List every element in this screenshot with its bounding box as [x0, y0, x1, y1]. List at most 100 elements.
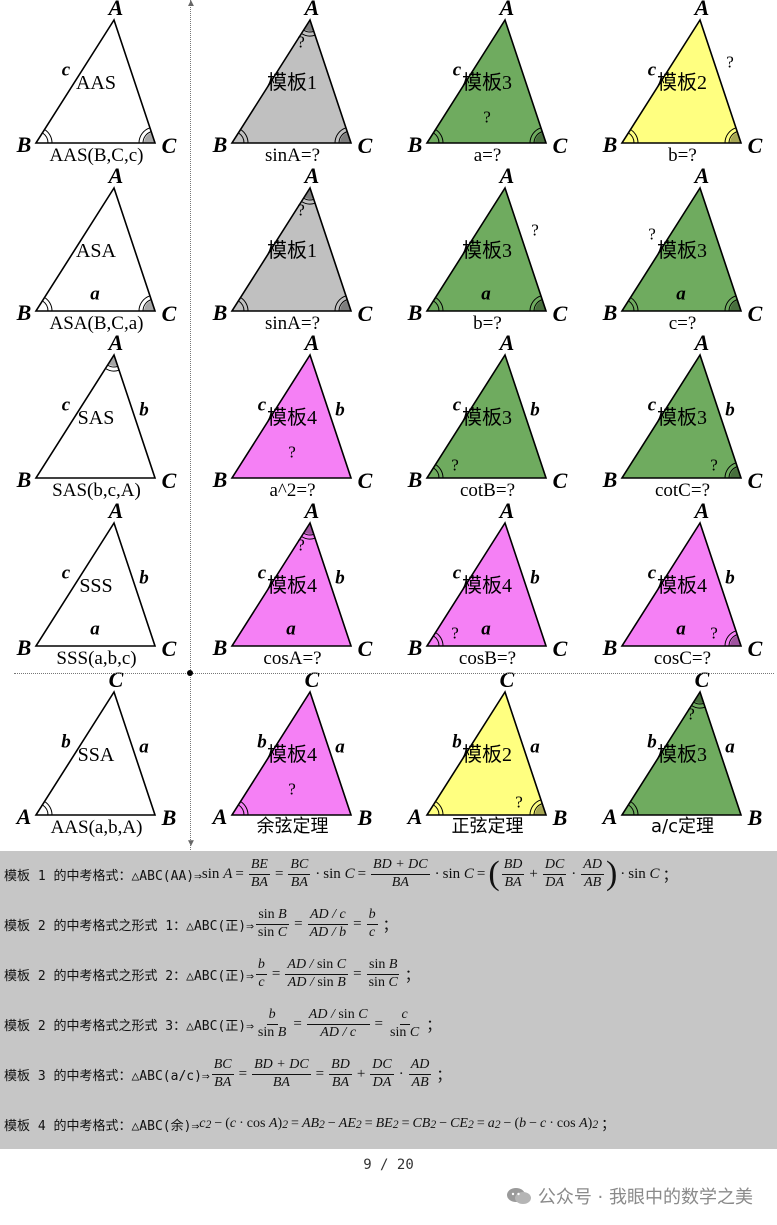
angle-mark-fill: [535, 804, 546, 815]
triangle-figure: [620, 186, 743, 312]
side-label: c: [452, 562, 462, 584]
triangle-caption: SAS(b,c,A): [52, 480, 141, 501]
angle-mark: [533, 131, 543, 144]
angle-mark: [630, 297, 639, 312]
angle-mark: [42, 132, 49, 144]
side-label: b: [335, 399, 345, 421]
triangle-caption: a/c定理: [651, 816, 714, 837]
horizontal-divider: [14, 673, 774, 674]
vertex-label: C: [357, 301, 373, 326]
question-mark: ?: [451, 455, 459, 475]
angle-mark: [724, 462, 737, 479]
side-label: c: [647, 394, 657, 416]
angle-mark: [628, 300, 635, 312]
watermark: 公众号 · 我眼中的数学之美: [506, 1183, 753, 1209]
angle-mark: [529, 799, 542, 816]
side-label: c: [61, 562, 71, 584]
triangle-caption: SSS(a,b,c): [56, 648, 137, 669]
vertical-divider: [190, 0, 191, 850]
angle-mark-fill: [730, 467, 741, 478]
angle-mark: [238, 300, 245, 312]
angle-mark: [533, 299, 543, 312]
angle-mark: [44, 297, 53, 312]
vertex-label: B: [16, 467, 32, 492]
vertex-label: B: [16, 300, 32, 325]
side-label: c: [257, 394, 267, 416]
triangle-name: 模板4: [657, 575, 707, 597]
angle-mark-fill: [730, 635, 741, 646]
triangle-shape: [34, 18, 157, 144]
triangle-caption: a=?: [473, 145, 502, 166]
triangle-name: 模板4: [267, 575, 317, 597]
triangle-figure: [230, 186, 353, 312]
vertex-label: A: [694, 163, 710, 188]
triangle-name: 模板1: [267, 72, 317, 94]
vertex-label: C: [357, 468, 373, 493]
angle-mark: [630, 129, 639, 144]
vertex-label: B: [407, 132, 423, 157]
triangle-figure: [230, 353, 353, 479]
triangle-shape: [34, 186, 157, 312]
triangle-figure: [230, 18, 353, 144]
formula-math: sin A = BE BA = BC BA · sin C = BD + DC BA · sin C…: [201, 855, 678, 892]
triangle-name: 模板3: [657, 744, 707, 766]
vertex-label: B: [212, 132, 228, 157]
vertex-label: C: [552, 636, 568, 661]
vertex-label: C: [108, 667, 124, 692]
formula-panel: 模板 1 的中考格式：△ABC(AA)⇒ sin A = BE BA = BC BA · s…: [0, 851, 777, 1149]
triangle-shape: [230, 353, 353, 479]
angle-mark: [691, 705, 706, 709]
triangle-figure: [230, 521, 353, 647]
vertex-label: B: [602, 467, 618, 492]
triangle-shape: [620, 690, 743, 816]
side-label: a: [481, 618, 491, 640]
vertex-label: C: [552, 133, 568, 158]
triangle-shape: [34, 353, 157, 479]
triangle-shape: [620, 18, 743, 144]
triangle-caption: AAS(a,b,A): [50, 817, 143, 838]
angle-mark: [301, 201, 316, 205]
triangle-figure: [425, 521, 548, 647]
question-mark: ?: [710, 623, 718, 643]
angle-mark: [303, 29, 314, 33]
angle-mark: [303, 532, 314, 536]
vertex-label: A: [304, 0, 320, 20]
triangle-figure: [34, 186, 157, 312]
side-label: c: [452, 394, 462, 416]
angle-mark: [338, 299, 348, 312]
side-label: c: [257, 562, 267, 584]
angle-mark: [724, 127, 737, 144]
triangle-name: SAS: [77, 407, 115, 429]
side-label: b: [257, 731, 267, 753]
vertex-label: A: [108, 498, 124, 523]
side-label: b: [530, 567, 540, 589]
angle-mark: [728, 131, 738, 144]
question-mark: ?: [451, 623, 459, 643]
triangle-name: 模板2: [462, 744, 512, 766]
angle-mark: [529, 295, 542, 312]
triangle-caption: b=?: [473, 313, 502, 334]
angle-mark: [728, 299, 738, 312]
angle-mark: [42, 300, 49, 312]
side-label: a: [676, 283, 686, 305]
question-mark: ?: [483, 107, 491, 127]
vertex-label: B: [407, 300, 423, 325]
vertex-label: A: [407, 804, 423, 829]
vertex-label: B: [407, 467, 423, 492]
side-label: b: [139, 567, 149, 589]
formula-lead: 模板 2 的中考格式之形式 3：△ABC(正)⇒: [4, 1018, 254, 1034]
angle-mark: [529, 127, 542, 144]
formula-math: c 2−(c · cos A) 2 = AB 2− AE 2 = BE 2 = CB 2− CE 2 = a 2−(b −…: [199, 1116, 616, 1133]
triangle-figure: [425, 18, 548, 144]
angle-mark: [107, 364, 118, 368]
side-label: a: [90, 618, 100, 640]
question-mark: ?: [710, 455, 718, 475]
triangle-name: ASA: [75, 240, 117, 262]
vertex-label: C: [747, 636, 763, 661]
triangle-figure: [34, 521, 157, 647]
